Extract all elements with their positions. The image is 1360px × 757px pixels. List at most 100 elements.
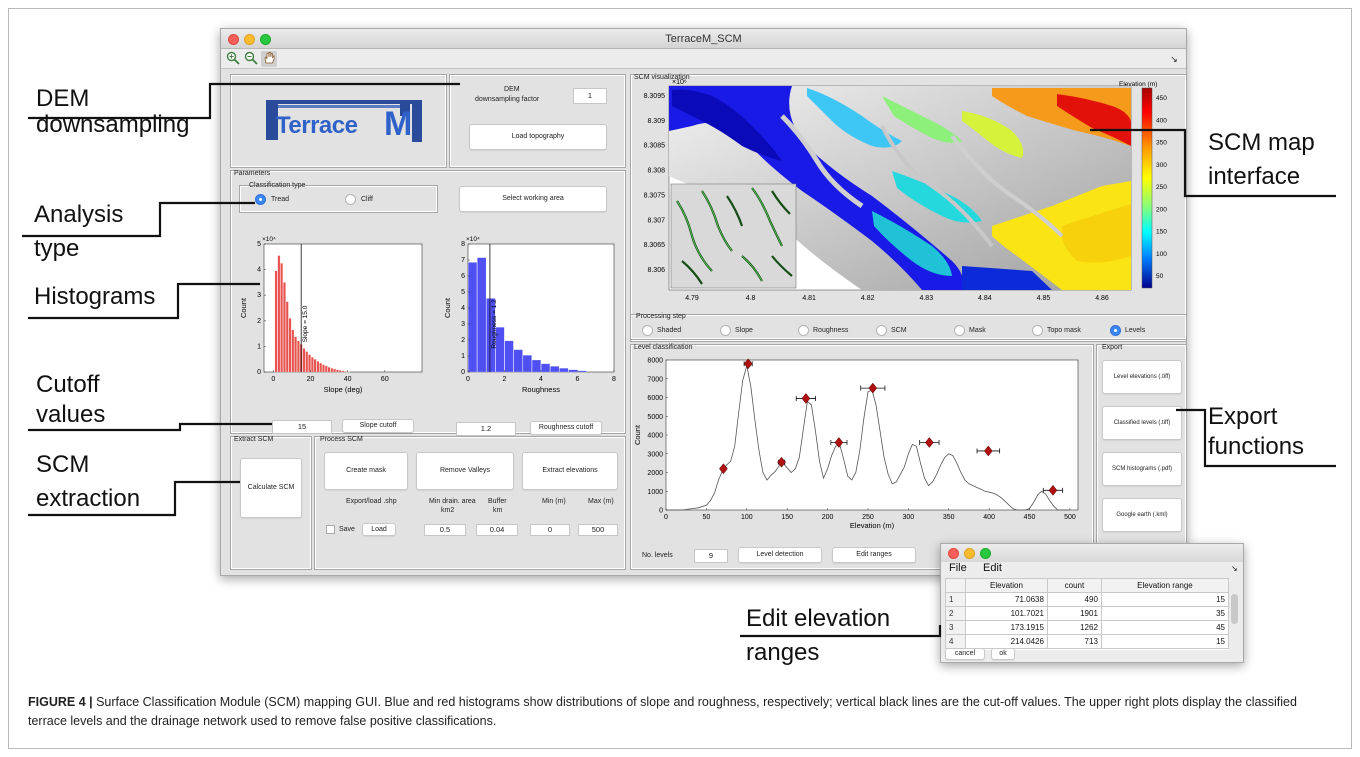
processing-step-radio-topo-mask[interactable] bbox=[1032, 325, 1043, 336]
roughness-cutoff-button[interactable]: Roughness cutoff bbox=[530, 421, 602, 435]
popup-dock-arrow-icon[interactable]: ↘ bbox=[1231, 564, 1238, 573]
annotation-scm-extraction: SCM extraction bbox=[36, 452, 140, 512]
zoom-out-icon[interactable] bbox=[243, 51, 259, 67]
create-mask-button[interactable]: Create mask bbox=[324, 452, 408, 490]
extract-elevations-button[interactable]: Extract elevations bbox=[522, 452, 618, 490]
menu-file[interactable]: File bbox=[949, 562, 967, 574]
annotation-cutoff-line1: Cutoff bbox=[36, 371, 100, 398]
maximize-window-icon[interactable] bbox=[260, 34, 271, 45]
x-tick-label: 50 bbox=[702, 514, 710, 521]
export-classified-levels-button[interactable]: Classified levels (.tiff) bbox=[1102, 406, 1182, 440]
table-row[interactable]: 1 71.0638 490 15 bbox=[945, 592, 1229, 607]
map-y-tick-label: 8.3095 bbox=[644, 93, 666, 100]
elevation-range-column-header[interactable]: Elevation range bbox=[1100, 578, 1229, 593]
elevation-ranges-table[interactable]: Elevation count Elevation range 1 71.0638… bbox=[945, 578, 1229, 649]
annotation-scm-extraction-line2: extraction bbox=[36, 485, 141, 512]
dem-label: DEM bbox=[504, 86, 520, 93]
close-window-icon[interactable] bbox=[228, 34, 239, 45]
load-topography-button[interactable]: Load topography bbox=[469, 124, 607, 150]
classification-type-title: Classification type bbox=[249, 182, 306, 189]
count-column-header[interactable]: count bbox=[1046, 578, 1102, 593]
histogram-bar bbox=[531, 359, 541, 373]
processing-step-radio-shaded[interactable] bbox=[642, 325, 653, 336]
menu-edit[interactable]: Edit bbox=[983, 562, 1002, 574]
cancel-button[interactable]: cancel bbox=[945, 648, 985, 660]
figure-caption-label: FIGURE 4 | bbox=[28, 695, 93, 709]
map-axes: ×10⁶ 8.30958.3098.30858.3088.30758.3078.… bbox=[644, 79, 1132, 302]
row-number-header bbox=[945, 578, 966, 593]
export-scm-histograms-button[interactable]: SCM histograms (.pdf) bbox=[1102, 452, 1182, 486]
scm-map[interactable]: ×10⁶ 8.3095 8.309 8.3085 8.308 8.3075 8.307 8.… bbox=[632, 76, 1187, 342]
max-elevation-label: Max (m) bbox=[588, 498, 614, 505]
tread-radio[interactable] bbox=[255, 194, 266, 205]
histogram-bar bbox=[333, 368, 336, 373]
processing-step-radio-mask[interactable] bbox=[954, 325, 965, 336]
max-elevation-input[interactable]: 500 bbox=[578, 524, 618, 536]
cutoff-label: Roughness = 1.2 bbox=[491, 299, 498, 349]
cliff-radio[interactable] bbox=[345, 194, 356, 205]
slope-cutoff-input[interactable]: 15 bbox=[272, 420, 332, 434]
figure-frame bbox=[8, 8, 1352, 749]
processing-step-radio-slope[interactable] bbox=[720, 325, 731, 336]
histogram-bar bbox=[310, 357, 314, 373]
min-elevation-label: Min (m) bbox=[542, 498, 566, 505]
calculate-scm-button[interactable]: Calculate SCM bbox=[240, 458, 302, 518]
table-cell[interactable]: 15 bbox=[1100, 634, 1229, 649]
save-checkbox[interactable] bbox=[326, 525, 335, 534]
min-elevation-input[interactable]: 0 bbox=[530, 524, 570, 536]
histogram-bar bbox=[513, 349, 523, 373]
y-tick-label: 6000 bbox=[647, 395, 663, 402]
load-shp-button[interactable]: Load bbox=[362, 523, 396, 536]
histogram-bar bbox=[285, 301, 289, 373]
colorbar-tick-label: 100 bbox=[1156, 251, 1167, 258]
annotation-export-line2: functions bbox=[1208, 433, 1305, 460]
level-detection-button[interactable]: Level detection bbox=[738, 547, 822, 563]
y-tick-label: 7000 bbox=[647, 376, 663, 383]
processing-step-options: Shaded Slope Roughness SCM Mask Topo mask Leve… bbox=[632, 324, 1187, 338]
x-tick-label: 0 bbox=[664, 514, 668, 521]
export-level-elevations-button[interactable]: Level elevations (.tiff) bbox=[1102, 360, 1182, 394]
min-drain-unit: km2 bbox=[441, 507, 455, 514]
histogram-bar bbox=[322, 364, 325, 373]
downsampling-factor-input[interactable]: 1 bbox=[573, 88, 607, 104]
y-exponent-label: ×10⁴ bbox=[262, 236, 276, 243]
y-tick-label: 2000 bbox=[647, 470, 663, 477]
histogram-bar bbox=[522, 355, 532, 373]
zoom-in-icon[interactable] bbox=[225, 51, 241, 67]
no-levels-input[interactable]: 9 bbox=[694, 549, 728, 563]
annotation-cutoff-values: Cutoff values bbox=[36, 372, 105, 428]
processing-step-radio-roughness[interactable] bbox=[798, 325, 809, 336]
popup-minimize-icon[interactable] bbox=[964, 548, 975, 559]
slope-cutoff-button[interactable]: Slope cutoff bbox=[342, 419, 414, 433]
y-tick-label: 3000 bbox=[647, 451, 663, 458]
histogram-bar bbox=[495, 327, 505, 373]
buffer-input[interactable]: 0.04 bbox=[476, 524, 518, 536]
edit-ranges-button[interactable]: Edit ranges bbox=[832, 547, 916, 563]
drainage-inset bbox=[670, 183, 797, 289]
x-tick-label: 100 bbox=[741, 514, 753, 521]
histogram-bar bbox=[338, 370, 342, 373]
min-drain-input[interactable]: 0.5 bbox=[424, 524, 466, 536]
figure-caption: FIGURE 4 | Surface Classification Module… bbox=[28, 693, 1338, 731]
histogram-bar bbox=[327, 367, 331, 373]
popup-maximize-icon[interactable] bbox=[980, 548, 991, 559]
map-x-tick-label: 4.82 bbox=[861, 295, 875, 302]
table-row[interactable]: 3 173.1915 1262 45 bbox=[945, 620, 1229, 635]
remove-valleys-button[interactable]: Remove Valleys bbox=[416, 452, 514, 490]
minimize-window-icon[interactable] bbox=[244, 34, 255, 45]
y-tick-label: 0 bbox=[461, 369, 465, 376]
select-working-area-button[interactable]: Select working area bbox=[459, 186, 607, 212]
y-tick-label: 4 bbox=[461, 305, 465, 312]
table-row[interactable]: 4 214.0426 713 15 bbox=[945, 634, 1229, 649]
pan-hand-icon[interactable] bbox=[261, 51, 277, 67]
roughness-cutoff-input[interactable]: 1.2 bbox=[456, 422, 516, 436]
popup-close-icon[interactable] bbox=[948, 548, 959, 559]
export-google-earth-button[interactable]: Google earth (.kml) bbox=[1102, 498, 1182, 532]
processing-step-radio-levels[interactable] bbox=[1110, 325, 1121, 336]
dem-panel: DEM downsampling factor 1 Load topograph… bbox=[449, 74, 626, 168]
processing-step-radio-scm[interactable] bbox=[876, 325, 887, 336]
table-scrollbar[interactable] bbox=[1231, 594, 1238, 624]
toolbar-dock-arrow-icon[interactable]: ↘ bbox=[1170, 54, 1178, 64]
window-title: TerraceM_SCM bbox=[665, 33, 742, 45]
ok-button[interactable]: ok bbox=[991, 648, 1015, 660]
